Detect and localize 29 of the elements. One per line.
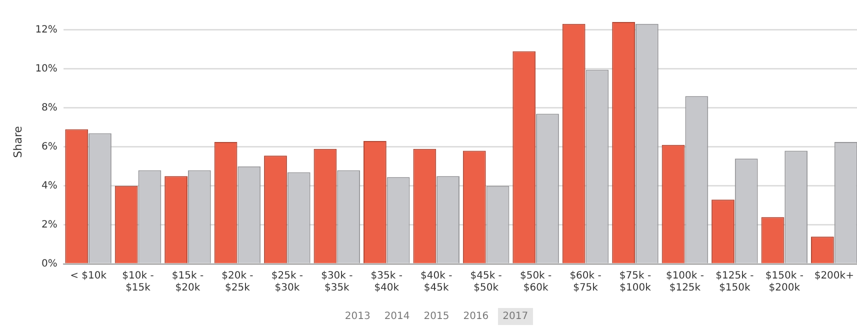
x-tick-label: $150k - $200k	[765, 270, 804, 294]
x-tick-label: $60k - $75k	[570, 270, 602, 294]
text: 2014	[383, 310, 411, 324]
y-tick-label: 2%	[42, 220, 58, 231]
x-tick-label: $10k - $15k	[122, 270, 154, 294]
x-tick-label: $200k+	[814, 270, 854, 282]
y-tick-label: 8%	[42, 102, 58, 114]
x-tick-label: $35k - $40k	[370, 270, 403, 294]
text: 2015	[422, 310, 450, 324]
text: 2013	[344, 310, 372, 324]
x-tick-label: $125k - $150k	[716, 270, 754, 294]
y-tick-label: 12%	[35, 24, 58, 36]
text: 2016	[462, 310, 490, 324]
x-tick-label: $50k - $60k	[520, 270, 552, 294]
text: 2017	[498, 308, 534, 325]
y-tick-label: 6%	[42, 141, 58, 152]
x-tick-label: $25k - $30k	[271, 270, 304, 294]
x-tick-label: $30k - $35k	[321, 270, 354, 294]
x-tick-label: $45k - $50k	[470, 270, 502, 294]
y-axis-title: Share	[11, 126, 24, 158]
x-tick-label: $20k - $25k	[222, 270, 254, 294]
y-tick-label: 4%	[42, 180, 58, 192]
x-tick-label: $100k - $125k	[666, 270, 704, 294]
x-tick-label: $15k - $20k	[172, 270, 204, 294]
x-tick-label: $40k - $45k	[420, 270, 453, 294]
x-tick-label: < $10k	[70, 270, 107, 282]
x-tick-label: $75k - $100k	[619, 270, 652, 294]
y-tick-label: 0%	[42, 258, 58, 270]
y-tick-label: 10%	[35, 63, 58, 74]
